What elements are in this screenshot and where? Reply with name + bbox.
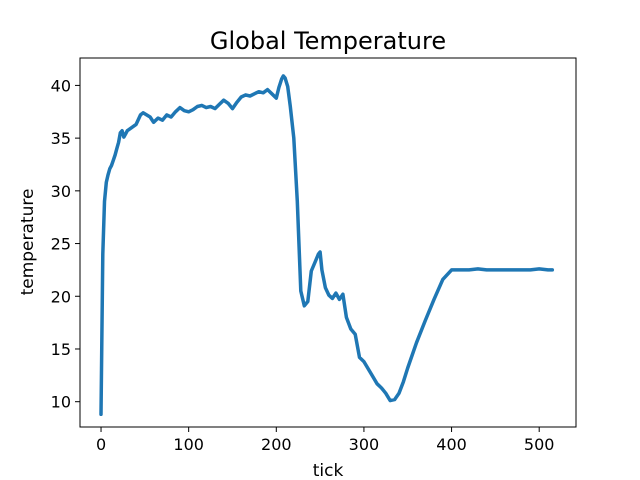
x-axis-ticks: 0 100 200 300 400 500 bbox=[96, 427, 555, 454]
y-tick-label: 35 bbox=[51, 129, 71, 148]
y-tick-label: 40 bbox=[51, 76, 71, 95]
x-tick-label: 300 bbox=[349, 435, 380, 454]
x-tick-label: 400 bbox=[436, 435, 467, 454]
x-tick-label: 500 bbox=[524, 435, 555, 454]
x-tick-label: 0 bbox=[96, 435, 106, 454]
series-layer bbox=[99, 74, 555, 417]
x-tick-label: 200 bbox=[261, 435, 292, 454]
chart-title: Global Temperature bbox=[210, 27, 446, 55]
y-tick-label: 15 bbox=[51, 340, 71, 359]
y-tick-label: 30 bbox=[51, 182, 71, 201]
y-tick-label: 10 bbox=[51, 393, 71, 412]
plot-frame bbox=[79, 57, 577, 428]
y-axis-ticks: 10 15 20 25 30 35 40 bbox=[51, 76, 80, 412]
plot-background bbox=[80, 58, 576, 427]
series-line-0 bbox=[99, 74, 555, 417]
x-axis-label: tick bbox=[313, 461, 344, 480]
x-tick-label: 100 bbox=[173, 435, 204, 454]
y-tick-label: 25 bbox=[51, 235, 71, 254]
y-tick-label: 20 bbox=[51, 287, 71, 306]
y-axis-label: temperature bbox=[18, 189, 38, 296]
